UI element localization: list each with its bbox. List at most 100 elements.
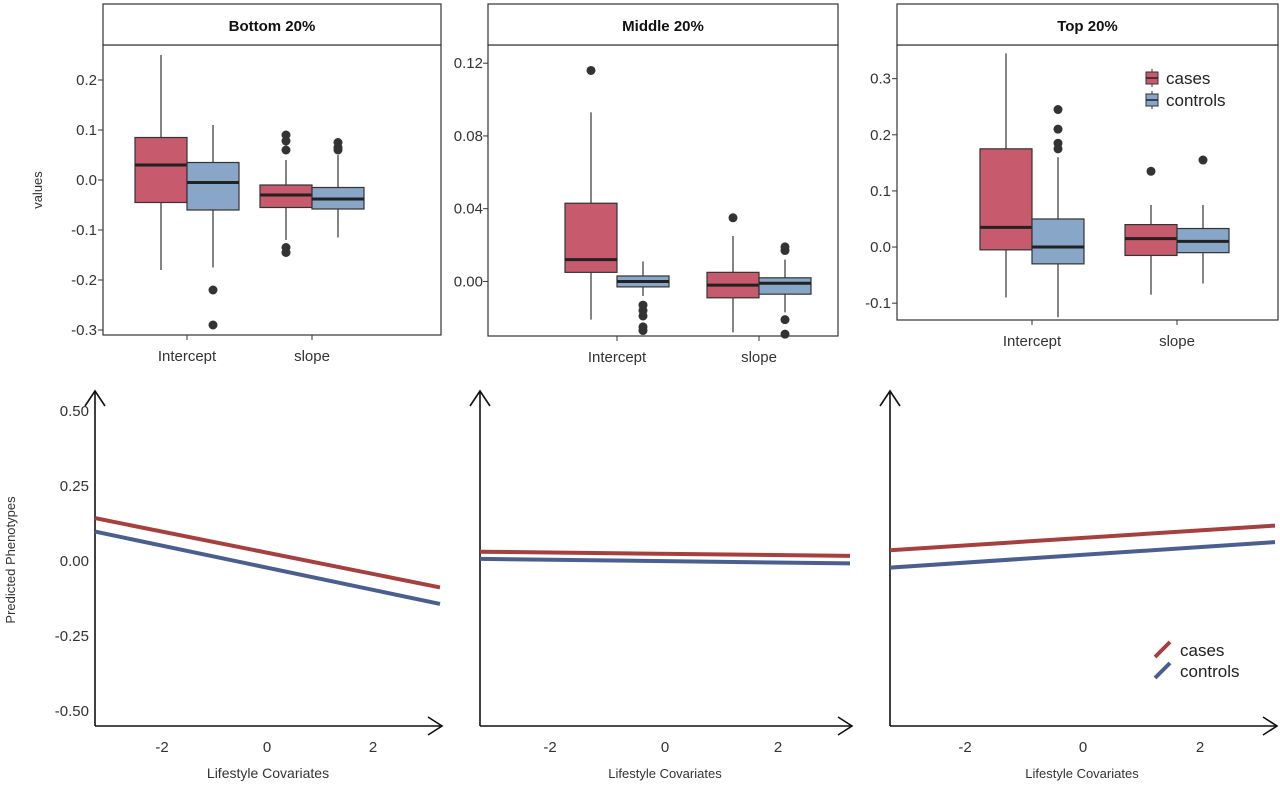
panel-bottom-left: 0.50 0.25 0.00 -0.25 -0.50 -2 0 2 Lifestyle Cova… [3, 389, 444, 781]
y-tick-label: 0.04 [454, 201, 483, 218]
x-tick-label: Intercept [158, 348, 217, 365]
legend-label-cases: cases [1180, 641, 1224, 660]
x-tick-label: 2 [774, 739, 782, 756]
x-axis-title: Lifestyle Covariates [207, 765, 329, 781]
series-line-controls [479, 556, 851, 566]
panel-top-right: Top 20% 0.3 0.2 0.1 0.0 -0.1 Intercept slope cas… [865, 3, 1279, 350]
y-tick-label: -0.1 [71, 222, 97, 239]
series-line-cases [479, 549, 851, 558]
outlier-point [638, 311, 648, 321]
y-tick-label: 0.50 [60, 403, 89, 420]
x-tick-label: Intercept [1003, 333, 1062, 350]
box-body [1031, 218, 1085, 265]
series-line-cases [889, 523, 1276, 553]
outlier-point [333, 145, 343, 155]
y-tick-label: 0.0 [870, 239, 891, 256]
outlier-point [281, 248, 291, 257]
panel-top-middle: Middle 20% 0.12 0.08 0.04 0.00 Intercept slope [454, 3, 839, 366]
legend-key-cases [1153, 640, 1172, 659]
outlier-point [1053, 144, 1063, 154]
x-tick-label: -2 [958, 739, 971, 756]
series-line-cases [94, 516, 441, 590]
strip-title: Top 20% [1057, 18, 1118, 35]
y-tick-label: -0.1 [865, 295, 891, 312]
strip-title: Middle 20% [622, 18, 704, 35]
legend-label-controls: controls [1166, 91, 1226, 110]
x-axis-arrow [1262, 716, 1279, 736]
outlier-point [638, 326, 648, 336]
series-line-controls [889, 540, 1276, 570]
y-axis-title: values [30, 171, 45, 209]
panel-bottom-right: -2 0 2 Lifestyle Covariates cases controls [879, 389, 1279, 781]
outlier-point [780, 315, 790, 325]
strip-box [487, 3, 839, 46]
x-axis-title: Lifestyle Covariates [608, 766, 722, 781]
x-axis-arrow [837, 716, 854, 736]
strip-box [896, 3, 1279, 46]
y-tick-label: 0.2 [76, 72, 97, 89]
panel-top-left: Bottom 20% 0.2 0.1 0.0 -0.1 -0.2 -0.3 Intercept… [30, 3, 442, 365]
outlier-point [208, 285, 218, 295]
y-tick-label: 0.1 [76, 122, 97, 139]
y-tick-label: 0.00 [60, 553, 89, 570]
y-tick-label: -0.3 [71, 322, 97, 339]
box-controls-slope [1176, 155, 1230, 284]
box-cases-intercept [564, 65, 618, 320]
y-tick-label: 0.2 [870, 127, 891, 144]
y-axis-title: Predicted Phenotypes [3, 496, 18, 624]
outlier-point [1053, 124, 1063, 134]
box-controls-intercept [186, 125, 240, 330]
box-body [186, 161, 240, 211]
outlier-point [728, 213, 738, 223]
y-tick-label: -0.25 [55, 628, 89, 645]
outlier-point [780, 329, 790, 339]
x-tick-label: -2 [543, 739, 556, 756]
x-tick-label: 2 [369, 739, 377, 756]
y-axis-arrow [879, 389, 901, 407]
panel-border [896, 44, 1279, 321]
outlier-point [281, 145, 291, 155]
y-tick-label: 0.08 [454, 128, 483, 145]
box-body [134, 136, 188, 204]
outlier-point [1053, 105, 1063, 115]
strip-box [102, 3, 442, 46]
box-controls-intercept [616, 261, 670, 336]
legend-label-cases: cases [1166, 69, 1210, 88]
y-tick-label: 0.0 [76, 172, 97, 189]
box-cases-slope [259, 130, 313, 257]
x-tick-label: slope [741, 349, 777, 366]
x-axis-title: Lifestyle Covariates [1025, 766, 1139, 781]
y-tick-label: 0.25 [60, 478, 89, 495]
box-controls-slope [311, 138, 365, 238]
x-tick-label: -2 [155, 739, 168, 756]
y-tick-label: -0.2 [71, 272, 97, 289]
outlier-point [1146, 166, 1156, 176]
box-controls-intercept [1031, 105, 1085, 318]
outlier-point [780, 242, 790, 252]
y-tick-label: -0.50 [55, 703, 89, 720]
legend-key-controls [1153, 661, 1172, 680]
series-line-controls [94, 529, 441, 606]
x-tick-label: 0 [661, 739, 669, 756]
y-tick-label: 0.3 [870, 71, 891, 88]
y-tick-label: 0.12 [454, 55, 483, 72]
box-body [979, 148, 1033, 251]
y-axis-arrow [469, 389, 491, 407]
panel-bottom-middle: -2 0 2 Lifestyle Covariates [469, 389, 854, 781]
box-cases-slope [706, 213, 760, 333]
x-tick-label: 0 [1079, 739, 1087, 756]
x-tick-label: 0 [263, 739, 271, 756]
box-cases-intercept [134, 55, 188, 270]
box-body [564, 202, 618, 273]
outlier-point [281, 136, 291, 146]
outlier-point [1198, 155, 1208, 165]
y-axis-arrow [84, 389, 106, 407]
x-axis-arrow [427, 716, 444, 736]
strip-title: Bottom 20% [229, 18, 316, 35]
legend-label-controls: controls [1180, 662, 1240, 681]
box-cases-slope [1124, 166, 1178, 295]
x-tick-label: slope [294, 348, 330, 365]
x-tick-label: 2 [1196, 739, 1204, 756]
y-tick-label: 0.1 [870, 183, 891, 200]
x-tick-label: Intercept [588, 349, 647, 366]
